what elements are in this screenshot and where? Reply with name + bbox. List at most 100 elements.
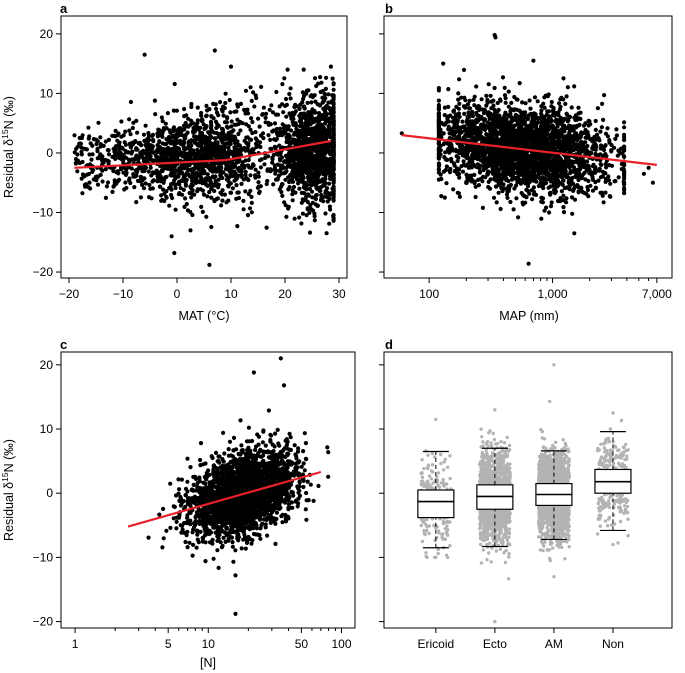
panel-a-point [260, 112, 265, 117]
panel-b-point [536, 142, 541, 147]
panel-a-point [219, 161, 224, 166]
panel-a-point [205, 142, 210, 147]
panel-a-point [146, 169, 151, 174]
panel-a-point [169, 182, 174, 187]
panel-b-point [477, 170, 483, 175]
panel-a-point [221, 113, 226, 118]
panel-a-point [281, 110, 286, 115]
panel-b-point [562, 116, 567, 121]
panel-b-point [599, 125, 605, 130]
panel-b-point [603, 190, 608, 195]
panel-a-point [105, 148, 110, 153]
panel-a-point [192, 140, 197, 145]
panel-a-point [312, 218, 317, 223]
panel-b-point [556, 110, 561, 115]
panel-a-point [310, 145, 315, 150]
panel-a-point [106, 152, 112, 157]
panel-a-point [241, 198, 246, 203]
panel-b-point [486, 184, 491, 190]
panel-a-x-tick-label: 10 [224, 287, 238, 301]
panel-a-point [284, 114, 289, 119]
panel-a-point [287, 91, 292, 97]
panel-a-point [225, 136, 230, 141]
panel-a-point [133, 155, 138, 161]
panel-a-point [229, 119, 234, 124]
panel-a-point [171, 108, 176, 113]
panel-b-point [520, 180, 525, 185]
panel-a-outlier [328, 64, 333, 69]
panel-a-point [261, 105, 266, 110]
panel-a-point [300, 90, 305, 95]
panel-a-point [300, 197, 305, 202]
panel-a-point [200, 209, 205, 214]
panel-a-point [239, 167, 244, 172]
panel-a-point [133, 139, 138, 144]
panel-b-point [508, 199, 513, 205]
panel-a-point [330, 76, 335, 81]
panel-b-point [446, 104, 451, 109]
panel-a-point [199, 204, 204, 209]
panel-a-point [258, 144, 263, 150]
panel-a-point [213, 106, 219, 111]
panel-a-point [200, 148, 205, 153]
panel-a-point [173, 155, 178, 160]
panel-a-point [174, 108, 179, 113]
panel-b-point [492, 107, 497, 112]
panel-b-point [600, 101, 605, 106]
panel-a-point [115, 169, 120, 174]
panel-a-point [127, 176, 132, 181]
panel-b-point [451, 108, 457, 113]
panel-a-point [171, 125, 177, 130]
panel-b-point [530, 197, 535, 202]
panel-a-point [234, 196, 239, 201]
panel-a-point [320, 177, 325, 182]
panel-a-point [256, 174, 261, 179]
panel-b-point [471, 138, 476, 143]
panel-a-point [246, 177, 251, 183]
panel-b-point [614, 127, 619, 132]
panel-b-point [569, 128, 574, 133]
panel-b-point [558, 133, 563, 138]
panel-a-point [116, 143, 121, 148]
panel-a-point [88, 186, 93, 191]
panel-a-point [179, 150, 184, 155]
panel-a-point [253, 173, 258, 178]
panel-a-point [250, 130, 255, 136]
panel-b-point [531, 120, 537, 125]
panel-a-point [284, 102, 289, 107]
panel-a-point [195, 147, 200, 152]
panel-a-point [100, 154, 105, 159]
panel-b-point [525, 116, 531, 122]
panel-b-point [458, 131, 463, 136]
panel-a-point [291, 179, 296, 184]
panel-b-point [615, 153, 620, 158]
panel-b-point [573, 174, 578, 179]
panel-a-point [225, 154, 230, 159]
panel-a-point [74, 160, 79, 165]
panel-a-point [134, 200, 139, 205]
panel-b-point [487, 116, 492, 121]
panel-b-point [549, 143, 555, 148]
panel-a-outlier [142, 52, 147, 57]
panel-b-point [539, 113, 544, 118]
panel-a-point [219, 203, 224, 208]
panel-a-point [161, 147, 166, 152]
panel-a-point [213, 174, 218, 179]
panel-a-point [75, 144, 80, 149]
panel-a-point [283, 203, 288, 208]
panel-a-point [331, 102, 336, 107]
panel-a-point [311, 159, 316, 164]
panel-a-point [165, 151, 170, 157]
panel-b-point [578, 161, 583, 167]
panel-a-point [141, 148, 146, 153]
panel-a-point [160, 119, 165, 124]
panel-a-point [204, 214, 209, 219]
panel-a-point [100, 160, 105, 165]
panel-a-point [182, 178, 187, 184]
panel-b-point [443, 150, 448, 155]
panel-a-point [212, 188, 217, 194]
panel-a-point [209, 147, 214, 152]
panel-b: 100 1,000 7,000 MAP (mm) [379, 15, 673, 323]
panel-a-point [312, 167, 317, 172]
panel-a-point [250, 162, 256, 167]
